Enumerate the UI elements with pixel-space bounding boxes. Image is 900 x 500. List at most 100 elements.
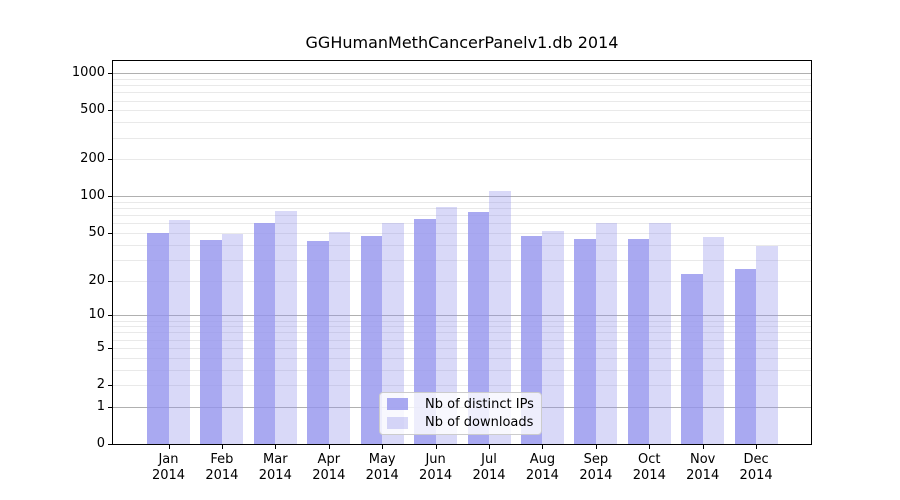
xtick-label-nov: Nov 2014 (686, 452, 720, 483)
bar-ips-sep (574, 238, 596, 444)
ytick-mark-1000 (108, 73, 112, 75)
minor-gridline-20 (113, 280, 811, 282)
legend: Nb of distinct IPs Nb of downloads (379, 392, 542, 435)
minor-gridline-8 (113, 326, 811, 328)
xtick-label-jun: Jun 2014 (419, 452, 453, 483)
bar-ips-dec (734, 269, 757, 444)
minor-gridline-9 (113, 320, 811, 322)
xtick-mark-oct (649, 445, 651, 449)
legend-swatch-distinct-ips (387, 398, 408, 411)
bar-downloads-dec (756, 246, 778, 444)
ytick-mark-5 (108, 347, 112, 349)
bar-downloads-may (382, 223, 404, 444)
legend-label-distinct-ips: Nb of distinct IPs (425, 396, 534, 412)
ytick-label-100: 100 (80, 188, 105, 204)
xtick-label-sep: Sep 2014 (579, 452, 613, 483)
ytick-mark-0 (108, 444, 112, 445)
minor-gridline-50 (113, 233, 811, 234)
ytick-label-5: 5 (96, 339, 105, 355)
minor-gridline-300 (113, 137, 811, 139)
bar-ips-nov (681, 273, 703, 444)
bar-ips-mar (253, 223, 276, 444)
minor-gridline-900 (113, 79, 811, 80)
xtick-mark-apr (328, 445, 330, 449)
bar-downloads-oct (649, 222, 671, 444)
xtick-mark-aug (542, 445, 544, 449)
legend-swatch-downloads (387, 416, 408, 429)
bar-ips-feb (200, 239, 222, 444)
minor-gridline-7 (113, 332, 811, 334)
minor-gridline-30 (113, 259, 811, 261)
minor-gridline-70 (113, 215, 811, 217)
xtick-label-oct: Oct 2014 (632, 452, 666, 483)
bar-downloads-apr (328, 232, 351, 444)
bar-downloads-nov (702, 237, 725, 444)
bar-downloads-jan (168, 220, 190, 444)
xtick-mark-nov (702, 445, 704, 449)
bar-ips-jul (467, 212, 489, 444)
minor-gridline-5 (113, 347, 811, 349)
ytick-label-10: 10 (88, 307, 105, 323)
legend-item-distinct-ips: Nb of distinct IPs (380, 397, 541, 412)
ytick-mark-50 (108, 233, 112, 234)
bar-ips-jan (147, 233, 169, 444)
minor-gridline-400 (113, 122, 811, 124)
minor-gridline-2 (113, 385, 811, 387)
xtick-mark-mar (275, 445, 277, 449)
xtick-mark-dec (756, 445, 758, 449)
minor-gridline-600 (113, 100, 811, 102)
bar-downloads-feb (221, 234, 244, 444)
xtick-label-dec: Dec 2014 (739, 452, 773, 483)
bar-downloads-mar (275, 210, 297, 444)
ytick-label-500: 500 (80, 102, 105, 118)
xtick-label-apr: Apr 2014 (312, 452, 346, 483)
bar-ips-jun (414, 219, 436, 444)
xtick-label-jul: Jul 2014 (472, 452, 506, 483)
chart-title: GGHumanMethCancerPanelv1.db 2014 (305, 33, 619, 52)
plot-area (112, 60, 812, 445)
minor-gridline-200 (113, 159, 811, 161)
xtick-mark-feb (221, 445, 223, 449)
major-gridline-1000 (113, 73, 811, 75)
bar-ips-may (360, 236, 383, 444)
legend-item-downloads: Nb of downloads (380, 415, 541, 430)
major-gridline-100 (113, 196, 811, 198)
xtick-mark-jan (168, 445, 170, 449)
minor-gridline-500 (113, 110, 811, 112)
ytick-mark-100 (108, 196, 112, 198)
ytick-mark-200 (108, 159, 112, 161)
ytick-mark-2 (108, 385, 112, 387)
minor-gridline-60 (113, 223, 811, 225)
ytick-label-1000: 1000 (71, 65, 105, 81)
ytick-mark-10 (108, 315, 112, 317)
ytick-mark-1 (108, 406, 112, 408)
xtick-label-mar: Mar 2014 (258, 452, 292, 483)
ytick-label-20: 20 (88, 272, 105, 288)
ytick-label-50: 50 (88, 225, 105, 240)
bar-ips-apr (307, 241, 329, 444)
ytick-label-0: 0 (96, 436, 105, 451)
xtick-label-jan: Jan 2014 (151, 452, 186, 483)
legend-label-downloads: Nb of downloads (425, 415, 534, 431)
bar-downloads-sep (595, 223, 618, 444)
minor-gridline-3 (113, 369, 811, 371)
xtick-mark-jul (489, 445, 490, 449)
bar-ips-oct (627, 238, 650, 444)
xtick-mark-may (382, 445, 384, 449)
ytick-mark-500 (108, 110, 112, 112)
bar-downloads-jun (435, 206, 458, 444)
minor-gridline-80 (113, 208, 811, 210)
ytick-label-2: 2 (96, 377, 105, 393)
bar-downloads-jul (489, 190, 511, 444)
ytick-label-1: 1 (96, 398, 105, 414)
minor-gridline-40 (113, 244, 811, 246)
minor-gridline-6 (113, 339, 811, 341)
xtick-label-feb: Feb 2014 (205, 452, 239, 483)
minor-gridline-90 (113, 202, 811, 203)
ytick-label-200: 200 (80, 151, 105, 167)
xtick-mark-jun (435, 445, 437, 449)
minor-gridline-4 (113, 357, 811, 359)
minor-gridline-700 (113, 92, 811, 94)
major-gridline-10 (113, 315, 811, 317)
